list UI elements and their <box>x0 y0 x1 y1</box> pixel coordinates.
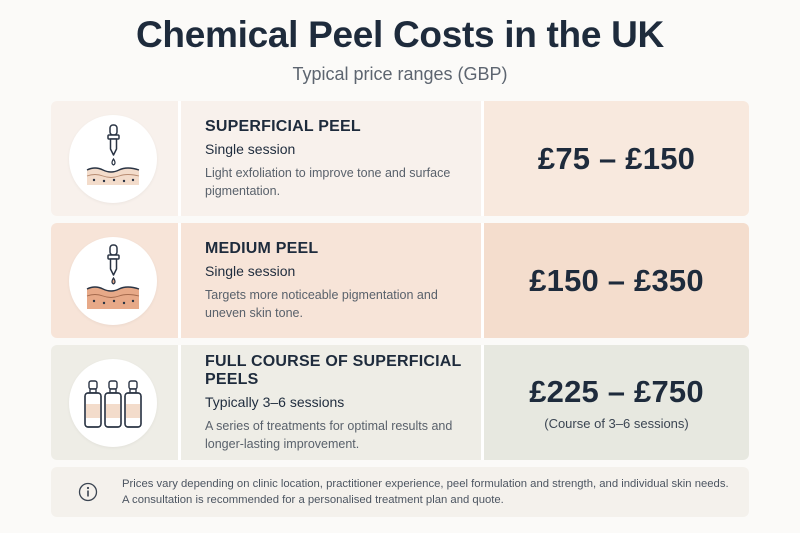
info-icon <box>78 482 98 502</box>
icon-circle <box>69 115 157 203</box>
price-row-medium-peel: MEDIUM PEEL Single session Targets more … <box>51 223 749 338</box>
price-range: £75 – £150 <box>537 140 696 176</box>
session-count: Typically 3–6 sessions <box>205 393 345 410</box>
treatment-panel: SUPERFICIAL PEEL Single session Light ex… <box>51 101 481 216</box>
price-note: (Course of 3–6 sessions) <box>544 416 689 431</box>
icon-cell <box>51 345 178 460</box>
treatment-details: FULL COURSE OF SUPERFICIAL PEELS Typical… <box>205 345 475 460</box>
serum-bottles-icon <box>84 380 142 428</box>
icon-circle <box>69 359 157 447</box>
treatment-details: SUPERFICIAL PEEL Single session Light ex… <box>205 101 475 216</box>
treatment-panel: FULL COURSE OF SUPERFICIAL PEELS Typical… <box>51 345 481 460</box>
price-panel: £150 – £350 <box>484 223 749 338</box>
treatment-details: MEDIUM PEEL Single session Targets more … <box>205 223 475 338</box>
treatment-description: Targets more noticeable pigmentation and… <box>205 287 438 320</box>
cell-divider <box>481 345 484 460</box>
icon-cell <box>51 101 178 216</box>
price-panel: £75 – £150 <box>484 101 749 216</box>
treatment-panel: MEDIUM PEEL Single session Targets more … <box>51 223 481 338</box>
icon-circle <box>69 237 157 325</box>
price-row-superficial-peel: SUPERFICIAL PEEL Single session Light ex… <box>51 101 749 216</box>
session-count: Single session <box>205 262 296 279</box>
price-row-full-course: FULL COURSE OF SUPERFICIAL PEELS Typical… <box>51 345 749 460</box>
disclaimer-text: Prices vary depending on clinic location… <box>122 478 729 506</box>
price-range: £150 – £350 <box>529 262 704 298</box>
price-panel: £225 – £750 (Course of 3–6 sessions) <box>484 345 749 460</box>
treatment-description: Light exfoliation to improve tone and su… <box>205 165 451 198</box>
icon-cell <box>51 223 178 338</box>
price-range: £225 – £750 <box>529 374 704 409</box>
cell-divider <box>481 223 484 338</box>
cell-divider <box>178 345 181 460</box>
treatment-name: SUPERFICIAL PEEL <box>205 117 361 135</box>
page-title: Chemical Peel Costs in the UK <box>136 14 664 55</box>
cell-divider <box>178 223 181 338</box>
session-count: Single session <box>205 140 296 157</box>
page-subtitle: Typical price ranges (GBP) <box>292 64 508 84</box>
disclaimer-note: Prices vary depending on clinic location… <box>51 467 749 517</box>
treatment-name: FULL COURSE OF SUPERFICIAL PEELS <box>205 352 462 388</box>
cell-divider <box>481 101 484 216</box>
dropper-skin-icon <box>86 244 140 309</box>
dropper-skin-icon <box>86 124 140 185</box>
treatment-name: MEDIUM PEEL <box>205 239 319 257</box>
cell-divider <box>178 101 181 216</box>
treatment-description: A series of treatments for optimal resul… <box>205 418 453 451</box>
